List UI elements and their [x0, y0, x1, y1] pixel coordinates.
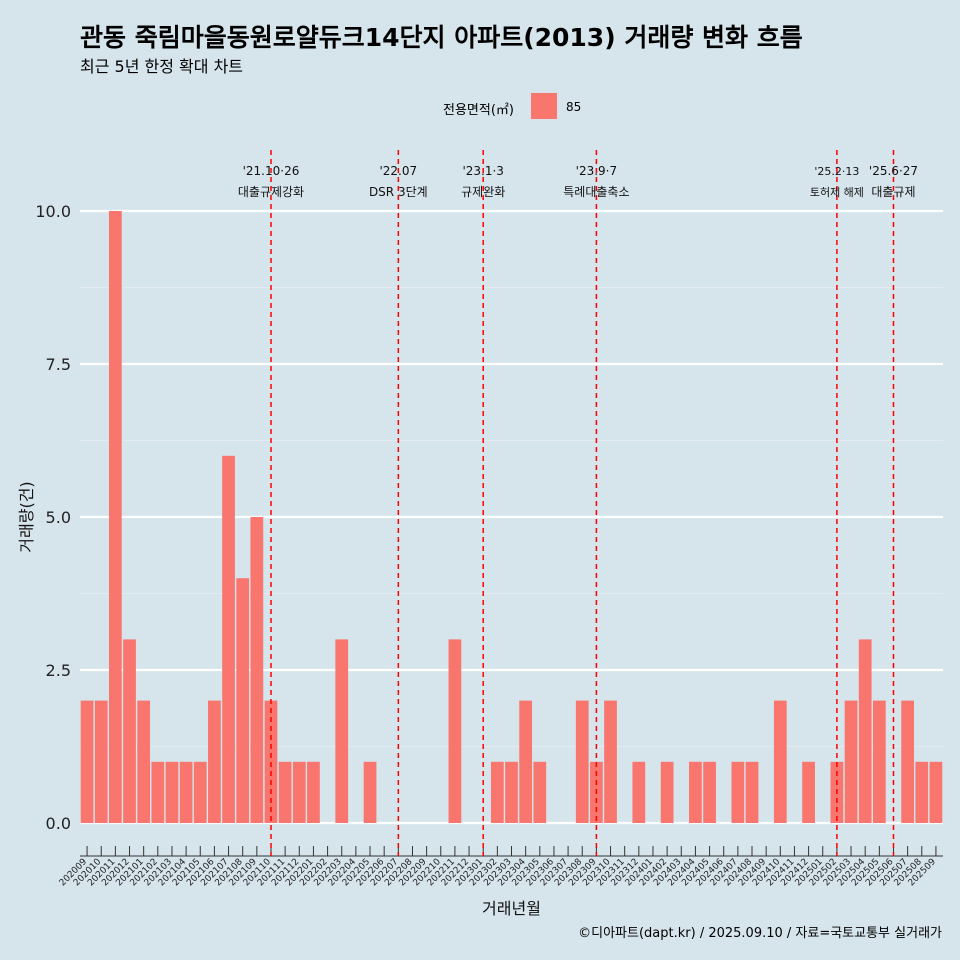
- bar: [844, 700, 858, 823]
- event-policy-label: DSR 3단계: [369, 185, 428, 199]
- bar: [80, 700, 94, 823]
- bar: [208, 700, 221, 823]
- bar: [363, 761, 377, 823]
- bar: [604, 700, 617, 823]
- bar: [236, 578, 250, 823]
- bar: [94, 700, 108, 823]
- bar: [250, 517, 264, 823]
- event-policy-label: 대출규제: [871, 185, 915, 199]
- bar: [264, 700, 278, 823]
- bar: [505, 761, 518, 823]
- bar: [773, 700, 787, 823]
- y-tick-label: 7.5: [46, 355, 71, 374]
- bar: [278, 761, 292, 823]
- chart-subtitle: 최근 5년 한정 확대 차트: [80, 57, 244, 76]
- bar: [109, 211, 122, 823]
- event-policy-label: 규제완화: [461, 185, 505, 199]
- bar: [151, 761, 165, 823]
- bar: [745, 761, 759, 823]
- bar: [292, 761, 306, 823]
- event-date-label: '22.07: [379, 164, 417, 178]
- bar: [660, 761, 674, 823]
- y-tick-label: 2.5: [46, 661, 71, 680]
- event-date-label: '23.1·3: [462, 164, 503, 178]
- legend-swatch: [531, 93, 557, 119]
- bar: [915, 761, 929, 823]
- event-date-label: '25.2·13: [814, 165, 859, 178]
- event-policy-label: 토허제 해제: [810, 185, 864, 199]
- y-tick-label: 0.0: [46, 814, 71, 833]
- bar: [307, 761, 320, 823]
- bar: [929, 761, 943, 823]
- bar: [632, 761, 646, 823]
- bar: [123, 639, 136, 823]
- bar: [193, 761, 207, 823]
- legend-label: 85: [566, 100, 582, 114]
- event-policy-label: 대출규제강화: [238, 185, 304, 199]
- y-tick-label: 5.0: [46, 508, 71, 527]
- bar: [872, 700, 886, 823]
- bar: [703, 761, 716, 823]
- bar: [689, 761, 702, 823]
- bar: [901, 700, 914, 823]
- y-tick-label: 10.0: [35, 202, 71, 221]
- chart-title: 관동 죽림마을동원로얄듀크14단지 아파트(2013) 거래량 변화 흐름: [80, 23, 803, 52]
- source-caption: ©디아파트(dapt.kr) / 2025.09.10 / 자료=국토교통부 실…: [578, 926, 942, 941]
- bar: [575, 700, 589, 823]
- legend: 전용면적(㎡) 85: [0, 93, 960, 121]
- bar: [222, 455, 235, 823]
- bar: [490, 761, 504, 823]
- bar: [533, 761, 547, 823]
- event-date-label: '25.6·27: [869, 164, 918, 178]
- bar: [137, 700, 151, 823]
- bar: [731, 761, 745, 823]
- bar: [335, 639, 349, 823]
- bar: [179, 761, 193, 823]
- bar: [165, 761, 179, 823]
- bar: [448, 639, 462, 823]
- bar: [858, 639, 872, 823]
- event-policy-label: 특례대출축소: [563, 185, 629, 199]
- bar: [802, 761, 815, 823]
- legend-title: 전용면적(㎡): [443, 103, 514, 118]
- y-axis-title: 거래량(건): [17, 481, 36, 552]
- bar: [519, 700, 533, 823]
- x-axis-title: 거래년월: [482, 899, 541, 918]
- event-date-label: '21.10·26: [243, 164, 300, 178]
- event-date-label: '23.9·7: [576, 164, 617, 178]
